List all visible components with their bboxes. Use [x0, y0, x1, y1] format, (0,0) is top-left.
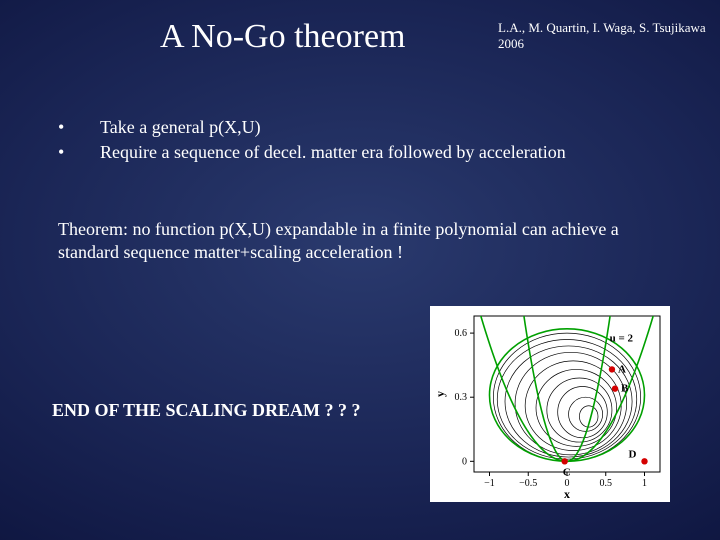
- bullet-text: Require a sequence of decel. matter era …: [100, 141, 668, 164]
- svg-text:0: 0: [462, 456, 467, 467]
- theorem-text: Theorem: no function p(X,U) expandable i…: [58, 218, 668, 265]
- bullet-text: Take a general p(X,U): [100, 116, 668, 139]
- svg-text:1: 1: [642, 478, 647, 489]
- svg-text:D: D: [629, 448, 637, 460]
- end-of-dream-text: END OF THE SCALING DREAM ? ? ?: [52, 400, 361, 421]
- svg-text:y: y: [433, 391, 447, 397]
- phase-plot: −1−0.500.5100.30.6xyABCDu = 2: [430, 306, 670, 502]
- svg-text:B: B: [621, 383, 629, 395]
- svg-text:u = 2: u = 2: [610, 333, 634, 345]
- citation-text: L.A., M. Quartin, I. Waga, S. Tsujikawa …: [498, 20, 708, 53]
- svg-text:x: x: [564, 487, 570, 501]
- bullet-list: • Take a general p(X,U) • Require a sequ…: [58, 116, 668, 167]
- svg-text:0.5: 0.5: [600, 478, 613, 489]
- svg-text:C: C: [563, 466, 571, 478]
- bullet-item: • Take a general p(X,U): [58, 116, 668, 139]
- bullet-item: • Require a sequence of decel. matter er…: [58, 141, 668, 164]
- slide-title: A No-Go theorem: [160, 18, 406, 56]
- svg-text:A: A: [618, 363, 626, 375]
- svg-text:−0.5: −0.5: [519, 478, 537, 489]
- svg-text:−1: −1: [484, 478, 495, 489]
- bullet-marker: •: [58, 141, 100, 164]
- bullet-marker: •: [58, 116, 100, 139]
- svg-text:0.3: 0.3: [455, 392, 468, 403]
- svg-text:0.6: 0.6: [455, 328, 468, 339]
